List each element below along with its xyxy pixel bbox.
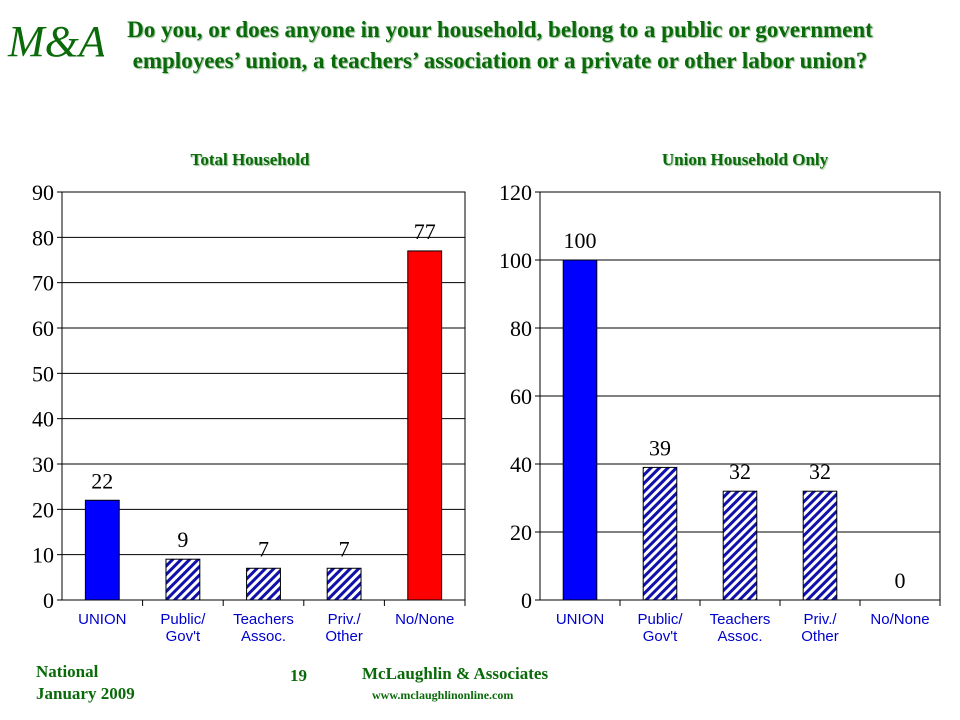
data-label: 100	[564, 228, 597, 253]
footer-org: McLaughlin & Associates	[362, 664, 549, 683]
bar	[84, 499, 120, 601]
chart-total-household: 0 10 20 30 40 50 60 70 80 90 22 UNION 9 Public/Gov't 7…	[32, 180, 466, 645]
x-tick-label: UNION	[78, 611, 126, 628]
logo: M&A	[7, 17, 104, 66]
x-tick-label: Teachers	[233, 611, 294, 628]
x-tick-label: No/None	[870, 611, 929, 628]
bar	[407, 250, 443, 601]
y-tick-label: 30	[32, 452, 54, 477]
logo-text: M&A	[7, 17, 104, 66]
y-tick-label: 10	[32, 543, 54, 568]
x-tick-label: UNION	[556, 611, 604, 628]
footer-region: National	[36, 662, 99, 681]
footer-date: January 2009	[36, 684, 135, 703]
y-tick-label: 90	[32, 180, 54, 205]
y-tick-label: 70	[32, 271, 54, 296]
y-tick-label: 20	[510, 520, 532, 545]
bar	[562, 259, 598, 601]
data-label: 9	[177, 527, 188, 552]
chart-1-title: Total Household	[190, 150, 310, 169]
y-tick-label: 60	[510, 384, 532, 409]
x-tick-label: Public/	[160, 611, 206, 628]
y-tick-label: 0	[43, 588, 54, 613]
x-tick-label: Other	[801, 628, 839, 645]
y-tick-label: 80	[32, 225, 54, 250]
data-label: 77	[414, 219, 436, 244]
y-tick-label: 100	[499, 248, 532, 273]
bar	[722, 490, 758, 601]
data-label: 32	[809, 459, 831, 484]
bar	[165, 558, 201, 601]
x-tick-label: Assoc.	[717, 628, 762, 645]
bar	[326, 567, 362, 601]
y-tick-label: 80	[510, 316, 532, 341]
x-tick-label: Priv./	[803, 611, 837, 628]
page-title: Do you, or does anyone in your household…	[127, 17, 873, 73]
x-tick-label: No/None	[395, 611, 454, 628]
data-label: 0	[895, 568, 906, 593]
data-label: 7	[258, 536, 269, 561]
bar	[246, 567, 281, 601]
y-tick-label: 50	[32, 361, 54, 386]
bar	[642, 466, 678, 601]
y-tick-label: 20	[32, 497, 54, 522]
x-tick-label: Gov't	[643, 628, 678, 645]
chart-union-household: 0 20 40 60 80 100 120 100 UNION 39 Public/Gov't 32 T…	[499, 180, 941, 645]
data-label: 22	[91, 468, 113, 493]
chart-2-title: Union Household Only	[661, 150, 829, 169]
x-tick-label: Public/	[637, 611, 683, 628]
data-label: 32	[729, 459, 751, 484]
data-label: 39	[649, 435, 671, 460]
y-tick-label: 40	[510, 452, 532, 477]
x-tick-label: Priv./	[328, 611, 362, 628]
bar	[802, 490, 838, 601]
page-number: 19	[290, 666, 307, 685]
y-tick-label: 60	[32, 316, 54, 341]
x-tick-label: Gov't	[166, 628, 201, 645]
y-tick-label: 120	[499, 180, 532, 205]
x-tick-label: Assoc.	[241, 628, 286, 645]
data-label: 7	[339, 536, 350, 561]
y-tick-label: 40	[32, 407, 54, 432]
x-tick-label: Teachers	[710, 611, 771, 628]
x-tick-label: Other	[325, 628, 363, 645]
footer-url: www.mclaughlinonline.com	[372, 688, 514, 702]
y-tick-label: 0	[521, 588, 532, 613]
